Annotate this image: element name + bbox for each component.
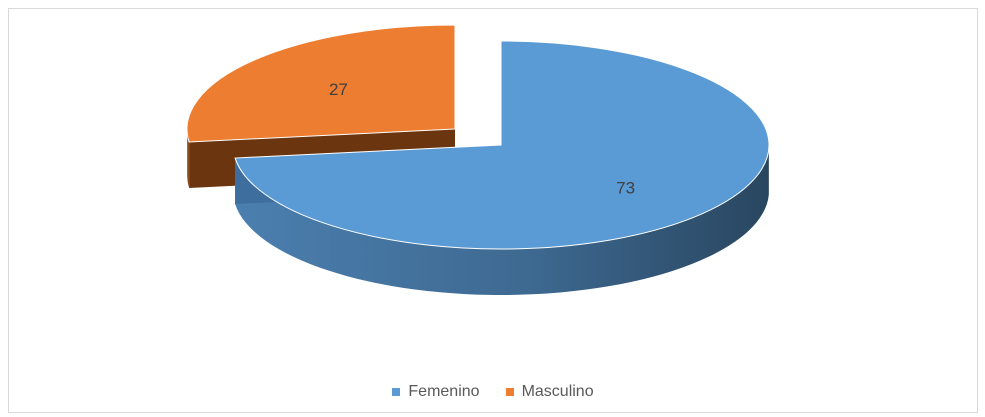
data-label-femenino: 73 <box>616 179 635 198</box>
slice-femenino: 73 <box>234 40 770 295</box>
slice-side <box>235 148 769 295</box>
slice-top <box>186 24 456 143</box>
legend-label: Masculino <box>521 383 594 400</box>
legend-swatch <box>505 388 514 396</box>
slice-side <box>187 130 190 189</box>
chart-frame: 27 73 Femenino Masculino <box>8 8 978 413</box>
legend-item-femenino: Femenino <box>392 383 480 401</box>
slice-top <box>234 40 770 250</box>
legend-label: Femenino <box>408 383 480 400</box>
data-label-masculino: 27 <box>329 80 348 99</box>
legend-item-masculino: Masculino <box>505 383 594 401</box>
pie-chart: 27 73 <box>186 24 770 295</box>
legend-swatch <box>392 388 401 396</box>
legend: Femenino Masculino <box>9 383 977 401</box>
